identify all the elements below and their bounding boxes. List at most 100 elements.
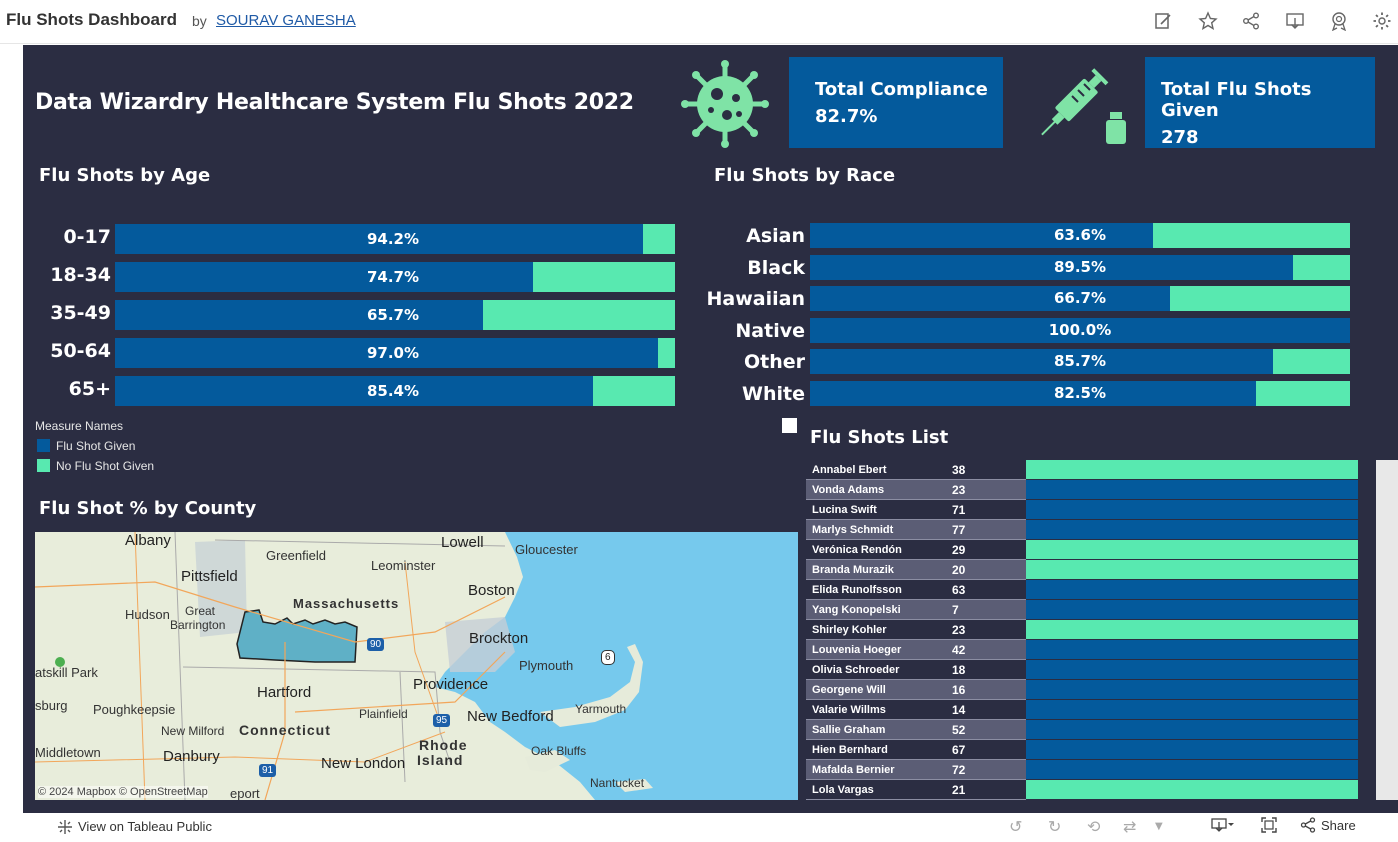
list-row-given-cell[interactable] bbox=[1026, 500, 1358, 520]
legend-item-given[interactable]: Flu Shot Given bbox=[37, 439, 135, 453]
map-label: New London bbox=[321, 755, 406, 772]
view-on-tableau-public-link[interactable]: View on Tableau Public bbox=[78, 819, 212, 834]
share-button[interactable]: Share bbox=[1321, 818, 1356, 833]
list-row[interactable]: Annabel Ebert 38 bbox=[806, 460, 1376, 480]
age-bar[interactable]: 65.7% bbox=[115, 300, 675, 330]
fullscreen-icon[interactable] bbox=[1261, 817, 1277, 837]
share-icon[interactable] bbox=[1300, 817, 1316, 837]
race-bar[interactable]: 100.0% bbox=[810, 317, 1350, 343]
list-row-not-given-cell[interactable] bbox=[1026, 540, 1358, 560]
list-row[interactable]: Shirley Kohler 23 bbox=[806, 620, 1376, 640]
race-bar-pct: 66.7% bbox=[1053, 289, 1107, 308]
list-row-given-cell[interactable] bbox=[1026, 760, 1358, 780]
list-row-age: 21 bbox=[952, 783, 966, 797]
list-row[interactable]: Lucina Swift 71 bbox=[806, 500, 1376, 520]
list-row-given-cell[interactable] bbox=[1026, 580, 1358, 600]
badge-icon[interactable] bbox=[1328, 11, 1350, 33]
list-row-name: Olivia Schroeder bbox=[806, 660, 1026, 680]
race-bar-given[interactable] bbox=[810, 381, 1256, 406]
app-title: Flu Shots Dashboard bbox=[6, 10, 177, 29]
race-bar[interactable]: 89.5% bbox=[810, 254, 1350, 280]
list-row[interactable]: Yang Konopelski 7 bbox=[806, 600, 1376, 620]
list-row-age: 18 bbox=[952, 663, 966, 677]
list-row-age: 52 bbox=[952, 723, 966, 737]
star-icon[interactable] bbox=[1197, 11, 1219, 33]
race-bar-pct: 100.0% bbox=[1048, 320, 1112, 339]
list-row[interactable]: Verónica Rendón 29 bbox=[806, 540, 1376, 560]
list-row-given-cell[interactable] bbox=[1026, 700, 1358, 720]
county-map[interactable]: Albany Lowell Gloucester Greenfield Leom… bbox=[35, 532, 798, 800]
age-label: 35-49 bbox=[50, 302, 111, 324]
race-bar[interactable]: 85.7% bbox=[810, 349, 1350, 375]
list-row-not-given-cell[interactable] bbox=[1026, 460, 1358, 480]
list-row-given-cell[interactable] bbox=[1026, 660, 1358, 680]
list-row-given-cell[interactable] bbox=[1026, 480, 1358, 500]
map-credit[interactable]: © 2024 Mapbox © OpenStreetMap bbox=[38, 786, 208, 798]
race-bar-given[interactable] bbox=[810, 286, 1171, 312]
list-row[interactable]: Vonda Adams 23 bbox=[806, 480, 1376, 500]
race-bar[interactable]: 63.6% bbox=[810, 223, 1350, 248]
race-bar[interactable]: 66.7% bbox=[810, 286, 1350, 312]
list-row[interactable]: Lola Vargas 21 bbox=[806, 780, 1376, 800]
flu-shots-list[interactable]: Annabel Ebert 38 Vonda Adams 23 Lucina Swift… bbox=[806, 460, 1376, 800]
author-link[interactable]: SOURAV GANESHA bbox=[216, 12, 356, 29]
list-row-given-cell[interactable] bbox=[1026, 640, 1358, 660]
age-bar-given[interactable] bbox=[115, 338, 659, 368]
list-row[interactable]: Hien Bernhard 67 bbox=[806, 740, 1376, 760]
list-row[interactable]: Marlys Schmidt 77 bbox=[806, 520, 1376, 540]
list-row[interactable]: Valarie Willms 14 bbox=[806, 700, 1376, 720]
age-bar-given[interactable] bbox=[115, 300, 483, 330]
list-row-given-cell[interactable] bbox=[1026, 720, 1358, 740]
list-row-name: Yang Konopelski bbox=[806, 600, 1026, 620]
race-bar-given[interactable] bbox=[810, 317, 1350, 343]
share-icon[interactable] bbox=[1240, 11, 1262, 33]
list-row-not-given-cell[interactable] bbox=[1026, 560, 1358, 580]
age-bar-pct: 74.7% bbox=[366, 268, 420, 286]
age-bar-given[interactable] bbox=[115, 224, 643, 254]
age-bar-given[interactable] bbox=[115, 376, 594, 406]
refresh-icon[interactable]: ⇄ bbox=[1123, 817, 1137, 836]
download-icon[interactable] bbox=[1284, 11, 1306, 33]
list-row[interactable]: Olivia Schroeder 18 bbox=[806, 660, 1376, 680]
list-row-not-given-cell[interactable] bbox=[1026, 620, 1358, 640]
age-bar-pct: 97.0% bbox=[366, 344, 420, 362]
race-bar-given[interactable] bbox=[810, 254, 1294, 280]
chevron-down-icon[interactable]: ▼ bbox=[1155, 821, 1163, 832]
list-scrollbar[interactable] bbox=[1376, 460, 1398, 800]
age-bar[interactable]: 94.2% bbox=[115, 224, 675, 254]
download-icon[interactable] bbox=[1211, 817, 1235, 837]
list-row[interactable]: Mafalda Bernier 72 bbox=[806, 760, 1376, 780]
list-row[interactable]: Branda Murazik 20 bbox=[806, 560, 1376, 580]
list-row-not-given-cell[interactable] bbox=[1026, 780, 1358, 800]
age-bar[interactable]: 97.0% bbox=[115, 338, 675, 368]
map-label: Plainfield bbox=[359, 707, 408, 721]
gear-icon[interactable] bbox=[1371, 11, 1393, 33]
list-row-age: 20 bbox=[952, 563, 966, 577]
revert-icon[interactable]: ⟲ bbox=[1087, 817, 1101, 836]
list-row-name: Verónica Rendón bbox=[806, 540, 1026, 560]
race-bar-given[interactable] bbox=[810, 223, 1154, 248]
list-row-given-cell[interactable] bbox=[1026, 680, 1358, 700]
edit-icon[interactable] bbox=[1152, 11, 1174, 33]
age-bar[interactable]: 85.4% bbox=[115, 376, 675, 406]
list-row-given-cell[interactable] bbox=[1026, 600, 1358, 620]
list-row[interactable]: Louvenia Hoeger 42 bbox=[806, 640, 1376, 660]
list-row-given-cell[interactable] bbox=[1026, 520, 1358, 540]
list-row[interactable]: Sallie Graham 52 bbox=[806, 720, 1376, 740]
filter-toggle[interactable] bbox=[782, 418, 797, 433]
legend-item-not-given[interactable]: No Flu Shot Given bbox=[37, 459, 154, 473]
total-flu-shots-label: Total Flu Shots Given bbox=[1161, 79, 1312, 121]
list-row[interactable]: Elida Runolfsson 63 bbox=[806, 580, 1376, 600]
age-bar[interactable]: 74.7% bbox=[115, 262, 675, 292]
race-bar-given[interactable] bbox=[810, 349, 1273, 375]
list-row-given-cell[interactable] bbox=[1026, 740, 1358, 760]
list-row-name: Mafalda Bernier bbox=[806, 760, 1026, 780]
undo-icon[interactable]: ↺ bbox=[1009, 817, 1023, 836]
map-label: Lowell bbox=[441, 534, 484, 551]
race-bar[interactable]: 82.5% bbox=[810, 381, 1350, 406]
list-row[interactable]: Georgene Will 16 bbox=[806, 680, 1376, 700]
age-chart-title: Flu Shots by Age bbox=[39, 165, 211, 186]
redo-icon[interactable]: ↻ bbox=[1048, 817, 1062, 836]
race-label: Hawaiian bbox=[706, 288, 805, 311]
age-bar-given[interactable] bbox=[115, 262, 534, 292]
